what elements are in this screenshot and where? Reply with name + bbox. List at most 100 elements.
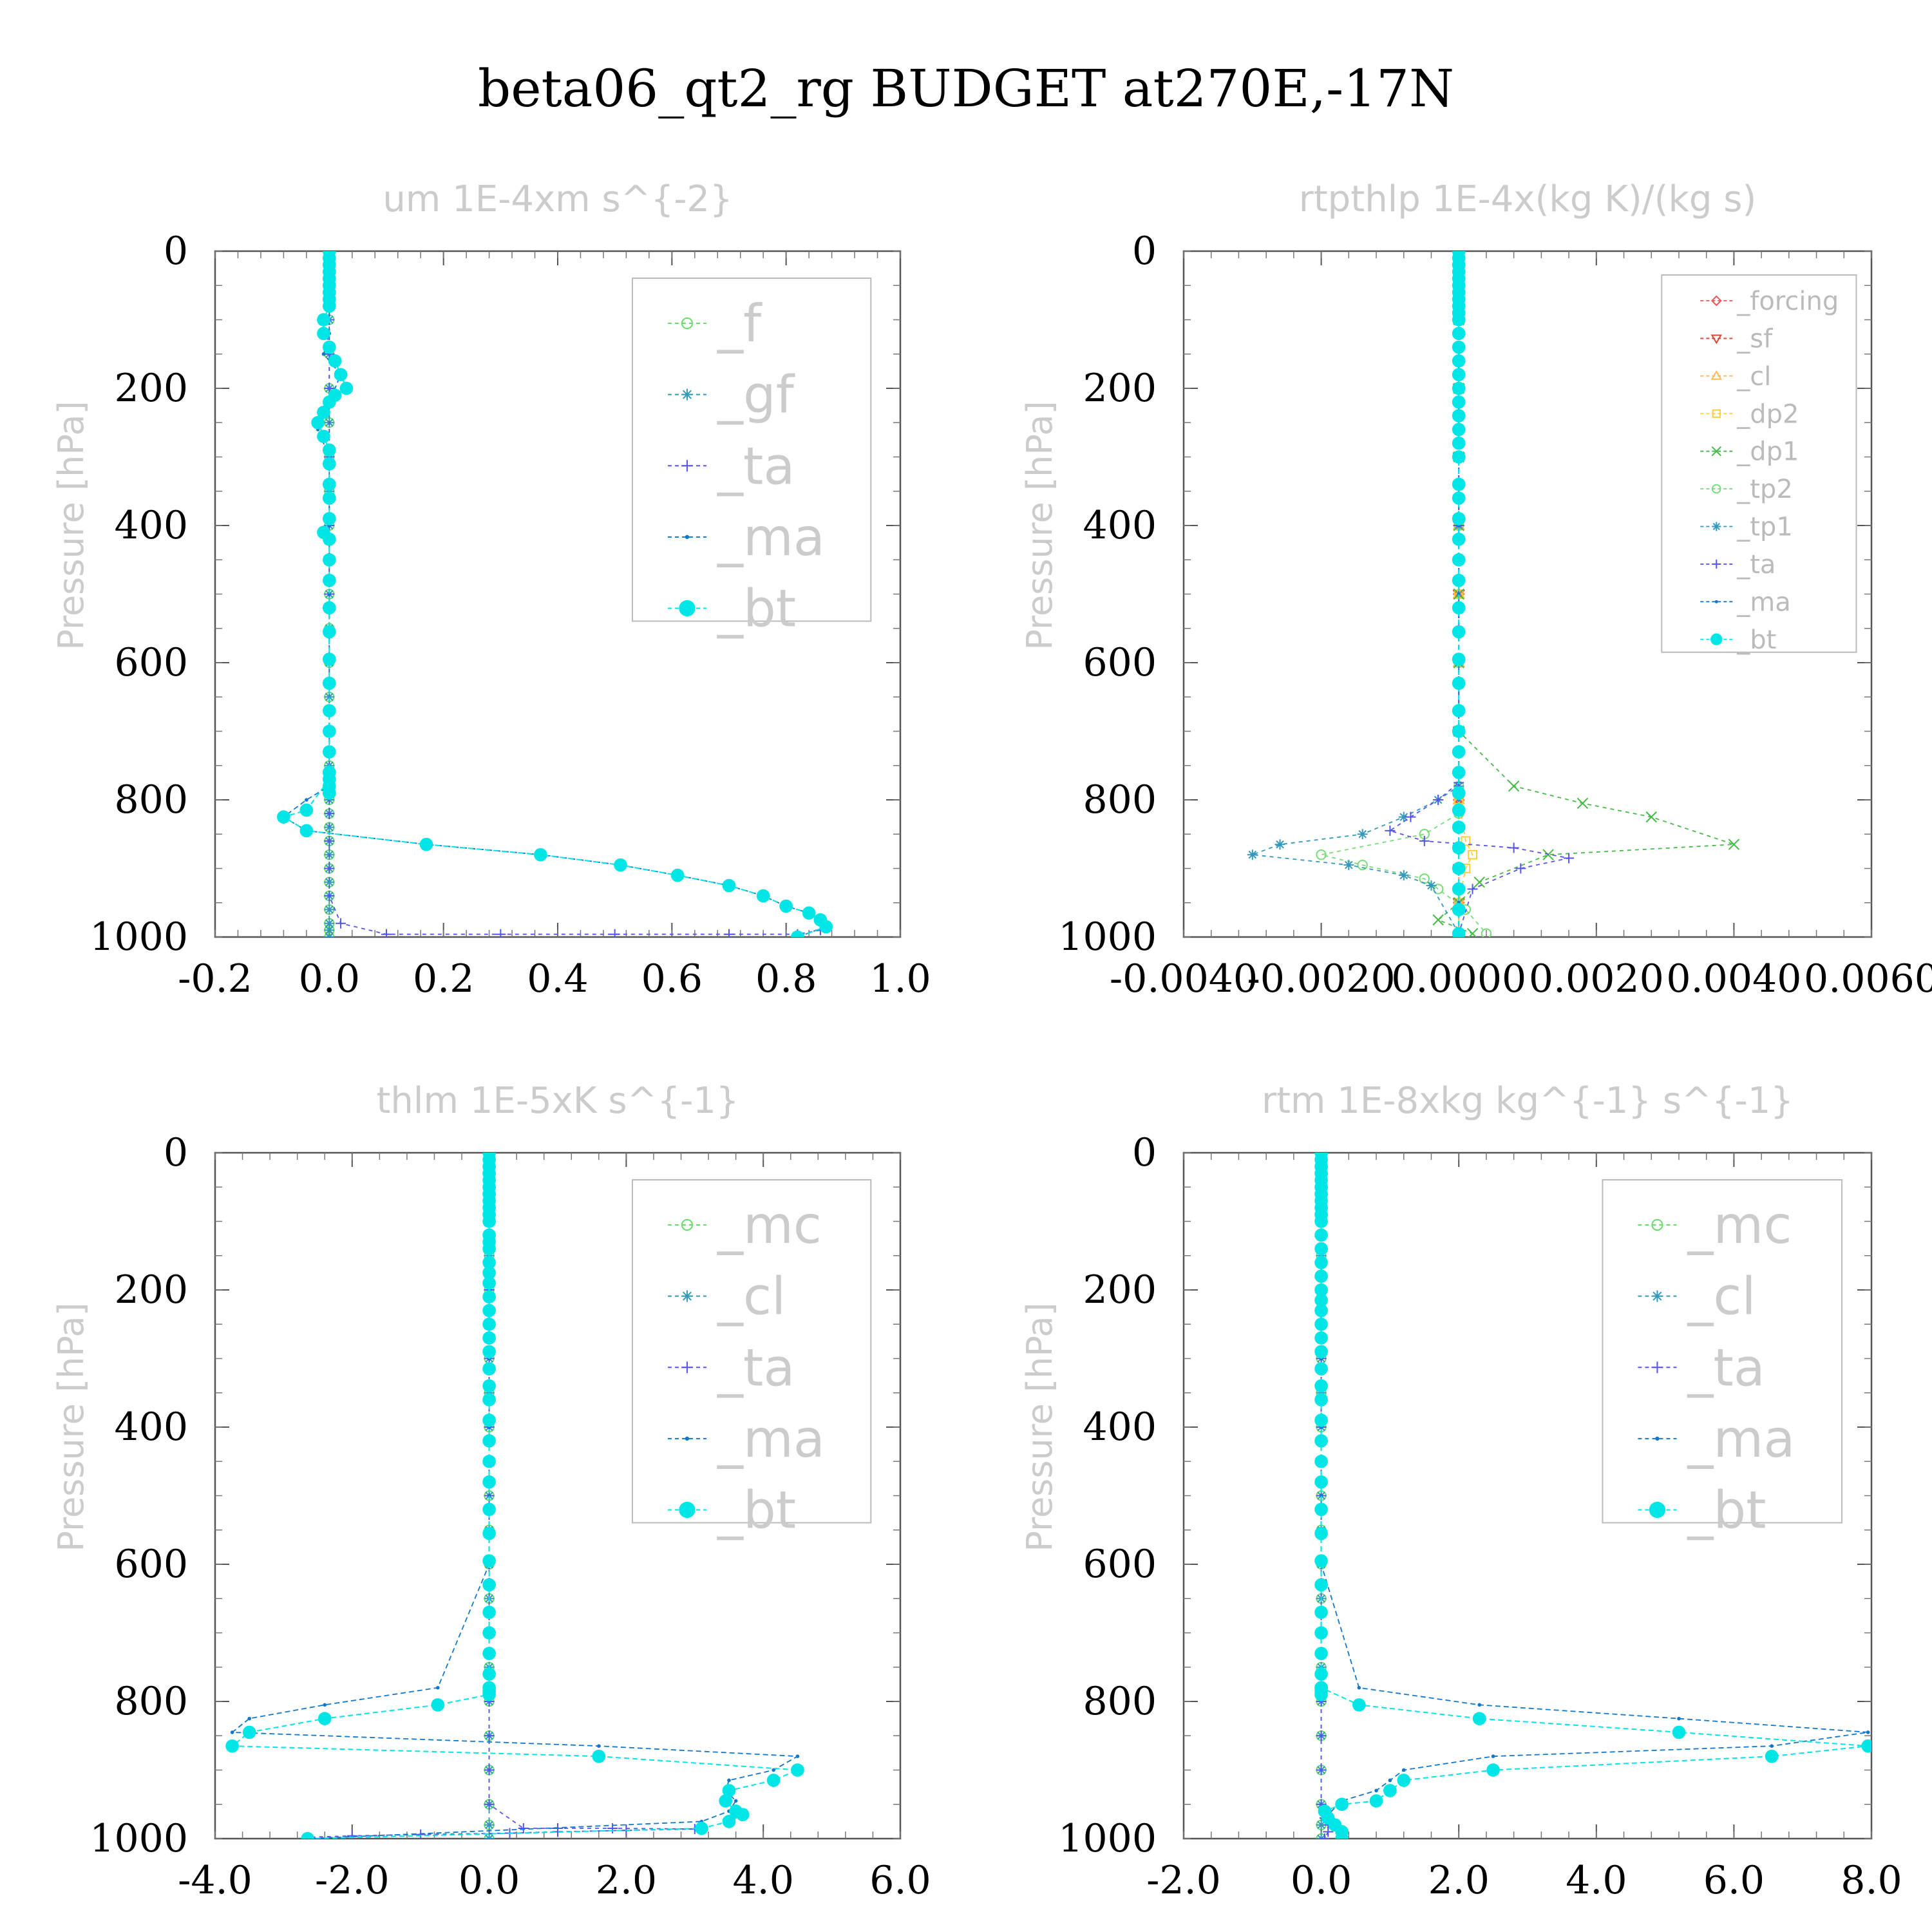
point_ta	[324, 863, 335, 874]
y-tick-label: 400	[114, 503, 188, 548]
point_bt	[322, 652, 336, 667]
legend-box	[1602, 1179, 1843, 1524]
point_tp1	[1426, 880, 1437, 891]
point_ta	[484, 1765, 495, 1776]
legend-label_tp1: _tp1	[1736, 513, 1793, 542]
point_dp1	[1473, 876, 1485, 888]
legend-marker_ta	[681, 1361, 693, 1374]
legend-label_gf: _gf	[717, 365, 795, 425]
point_ma	[247, 1716, 252, 1721]
y-axis-label: Pressure [hPa]	[51, 1302, 91, 1551]
legend: _mc _cl _ta _ma _bt	[631, 1179, 872, 1540]
point_gf	[324, 932, 335, 937]
point_bt	[534, 848, 547, 862]
x-tick-label: -0.2	[178, 956, 252, 1001]
legend-marker_cl	[1651, 1290, 1663, 1302]
legend-label_f: _f	[717, 294, 762, 354]
x-tick-label: 2.0	[596, 1858, 657, 1903]
point_ma	[1388, 1778, 1392, 1783]
point_bt	[1314, 1303, 1328, 1318]
point_bt	[482, 1242, 496, 1256]
point_ta	[415, 1829, 426, 1839]
point_bt	[1314, 1242, 1328, 1256]
point_bt	[482, 1454, 496, 1468]
point_bt	[322, 477, 336, 491]
x-tick-label: -0.0020	[1247, 956, 1395, 1001]
point_bt	[1452, 652, 1466, 667]
legend-marker_cl	[1710, 370, 1723, 380]
point_ma	[734, 1799, 738, 1803]
point_bt	[766, 1774, 781, 1787]
point_ma	[1866, 1730, 1870, 1734]
x-tick-label: 0.8	[755, 956, 817, 1001]
point_bt	[1452, 512, 1466, 526]
x-tick-label: 0.0060	[1804, 956, 1932, 1001]
x-tick-label: 4.0	[1566, 1858, 1627, 1903]
point_cl	[484, 1833, 495, 1839]
point_ma	[436, 1685, 440, 1690]
legend-label_bt: _bt	[1687, 1481, 1766, 1540]
y-tick-label: 1000	[1058, 914, 1157, 960]
point_bt	[322, 457, 336, 471]
point_bt	[1452, 422, 1466, 437]
point_bt	[1314, 1681, 1328, 1695]
y-tick-label: 400	[1083, 1405, 1157, 1450]
legend-label_mc: _mc	[717, 1195, 822, 1255]
point_bt	[1314, 1647, 1328, 1660]
point_bt	[1314, 1454, 1328, 1468]
point_bt	[419, 837, 433, 851]
point_ta	[1515, 863, 1526, 874]
y-tick-label: 400	[1083, 503, 1157, 548]
point_bt	[1452, 381, 1466, 395]
legend-label_ta: _ta	[717, 1338, 795, 1397]
series-line_ta	[1388, 251, 1569, 934]
point_ma	[487, 1493, 491, 1498]
point_bt	[322, 676, 336, 690]
x-tick-label: 0.0000	[1391, 956, 1526, 1001]
point_ta	[1316, 1765, 1327, 1776]
point_bt	[334, 368, 348, 382]
point_bt	[482, 1266, 496, 1280]
point_bt	[1452, 676, 1466, 690]
legend-label_ta: _ta	[717, 436, 795, 496]
point_bt	[322, 724, 336, 738]
panel-title: rtm 1E-8xkg kg^{-1} s^{-1}	[1262, 1080, 1794, 1122]
point_bt	[1452, 724, 1466, 738]
series-group	[1314, 1153, 1871, 1839]
point_bt	[299, 824, 314, 838]
point_ma	[327, 592, 332, 596]
legend-label_forcing: _forcing	[1736, 287, 1839, 316]
point_bt	[322, 704, 336, 717]
point_bt	[482, 1331, 496, 1345]
point_bt	[1314, 1228, 1328, 1242]
y-tick-label: 600	[1083, 640, 1157, 685]
series_bt	[1314, 1153, 1871, 1839]
x-tick-label: -2.0	[1146, 1858, 1221, 1903]
point_bt	[802, 906, 816, 920]
point_bt	[1452, 354, 1466, 368]
point_ta	[381, 929, 392, 937]
point_bt	[1314, 1475, 1328, 1489]
point_bt	[1452, 803, 1466, 817]
point_bt	[299, 803, 314, 817]
point_ta	[518, 1823, 529, 1834]
point_bt	[322, 340, 336, 354]
panels-group: um 1E-4xm s^{-2} Pressure [hPa] 0 200 400 600…	[51, 178, 1932, 1903]
point_bt	[482, 1379, 496, 1393]
point_ma	[1770, 1744, 1774, 1748]
point_bt	[1452, 327, 1466, 341]
point_bt	[431, 1698, 445, 1712]
point_ma	[597, 1744, 601, 1748]
point_bt	[1452, 368, 1466, 382]
point_bt	[322, 745, 336, 759]
point_ma	[1457, 592, 1461, 596]
point_bt	[1452, 820, 1466, 834]
x-tick-label: 0.0	[1291, 1858, 1352, 1903]
point_bt	[322, 491, 336, 505]
point_gf	[324, 822, 335, 833]
point_ma	[1374, 1788, 1378, 1793]
point_bt	[1452, 491, 1466, 505]
point_ta	[1467, 884, 1478, 895]
legend-label_ma: _ma	[1687, 1409, 1795, 1469]
legend-label_bt: _bt	[717, 579, 796, 639]
